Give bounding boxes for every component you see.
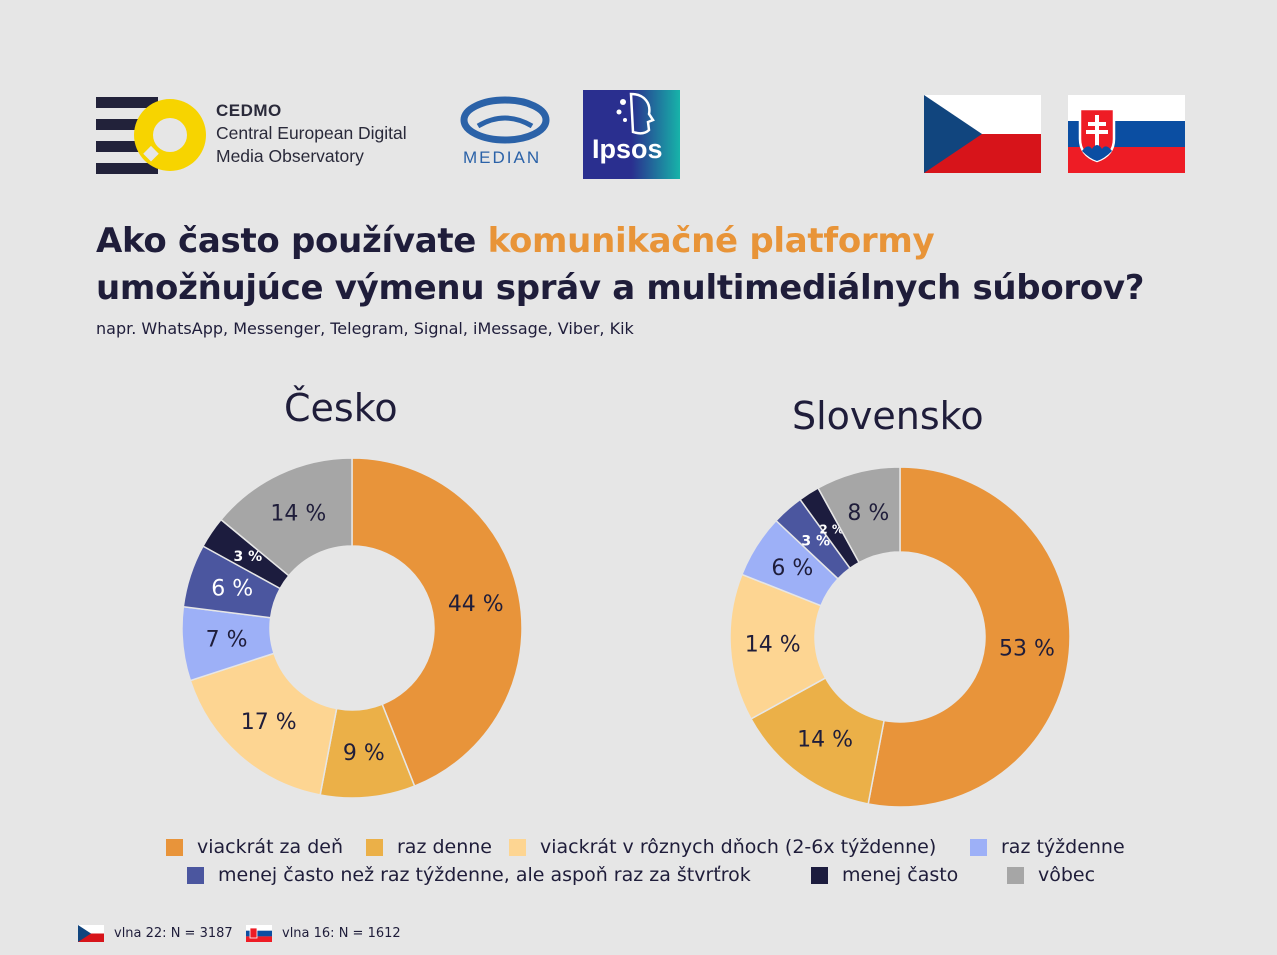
slice-label: 14 % <box>745 633 801 658</box>
legend-swatch <box>187 866 204 884</box>
donut-slice <box>867 466 1071 808</box>
legend-item-raz-tyzdenne: raz týždenne <box>970 836 1125 858</box>
slice-label: 3 % <box>801 533 830 549</box>
cedmo-logo: CEDMO Central European Digital Media Obs… <box>96 95 456 177</box>
slice-label: 7 % <box>206 627 248 652</box>
slovak-flag-icon <box>246 925 272 942</box>
slice-label: 17 % <box>241 710 297 735</box>
donut-slice <box>189 652 338 796</box>
legend-item-menej-casto-nez-raz-tyzdenne: menej často než raz týždenne, ale aspoň … <box>187 864 751 886</box>
legend-label: viackrát v rôznych dňoch (2-6x týždenne) <box>540 836 937 858</box>
footnote-slovakia-text: vlna 16: N = 1612 <box>282 926 401 941</box>
legend-item-viackrat-za-den: viackrát za deň <box>166 836 343 858</box>
czech-flag-icon <box>78 925 104 942</box>
slice-label: 6 % <box>771 556 813 581</box>
legend-swatch <box>166 838 183 856</box>
slovak-flag-icon <box>1068 95 1185 173</box>
czech-flag-icon <box>924 95 1041 173</box>
legend-swatch <box>970 838 987 856</box>
cedmo-brand: CEDMO <box>216 101 282 120</box>
legend-item-menej-casto: menej často <box>811 864 958 886</box>
donut-chart-slovakia: 53 % 14 % 14 % 6 % 3 %2 %8 % <box>729 466 1071 808</box>
title-part1: Ako často používate <box>96 221 488 261</box>
donut-slice <box>219 457 353 577</box>
slice-label: 3 % <box>233 549 262 565</box>
subtitle: napr. WhatsApp, Messenger, Telegram, Sig… <box>96 319 634 338</box>
cedmo-line1: Central European Digital <box>216 123 407 143</box>
legend-label: viackrát za deň <box>197 836 344 858</box>
footnote-slovakia: vlna 16: N = 1612 <box>246 925 401 942</box>
ipsos-wordmark: Ipsos <box>592 134 663 164</box>
donut-slice <box>817 466 901 564</box>
median-mark-icon <box>460 96 550 144</box>
slice-label: 2 % <box>819 522 844 536</box>
legend-item-raz-denne: raz denne <box>366 836 492 858</box>
slice-label: 14 % <box>270 501 326 526</box>
title-highlight: komunikačné platformy <box>487 221 935 261</box>
chart-title-slovakia: Slovensko <box>792 394 984 438</box>
cedmo-line2: Media Observatory <box>216 146 364 166</box>
legend-swatch <box>509 838 526 856</box>
median-wordmark: MEDIAN <box>463 148 542 167</box>
chart-title-czech: Česko <box>284 386 398 430</box>
legend-item-viackrat-v-roznych-dnoch: viackrát v rôznych dňoch (2-6x týždenne) <box>509 836 936 858</box>
ipsos-head-icon <box>616 92 655 135</box>
page-title: Ako často používate komunikačné platform… <box>96 218 1256 312</box>
legend-swatch <box>1007 866 1024 884</box>
title-part2: umožňujúce výmenu správ a multimediálnyc… <box>96 268 1145 308</box>
ipsos-logo: Ipsos <box>583 90 680 179</box>
cedmo-mark-icon <box>96 97 206 174</box>
slice-label: 6 % <box>211 577 253 602</box>
slice-label: 53 % <box>999 636 1055 661</box>
slice-label: 8 % <box>847 501 889 526</box>
legend-label: menej často <box>842 864 959 886</box>
footnote-czech-text: vlna 22: N = 3187 <box>114 926 233 941</box>
slice-label: 9 % <box>343 741 385 766</box>
legend-label: vôbec <box>1038 864 1096 886</box>
legend-item-vobec: vôbec <box>1007 864 1095 886</box>
legend-swatch <box>366 838 383 856</box>
donut-chart-czech: 44 % 9 % 17 % 7 % 6 % 3 % 14 % <box>181 457 523 799</box>
legend-label: raz týždenne <box>1001 836 1125 858</box>
legend-swatch <box>811 866 828 884</box>
footnote-czech: vlna 22: N = 3187 <box>78 925 233 942</box>
legend-label: menej často než raz týždenne, ale aspoň … <box>218 864 751 886</box>
donut-slice <box>351 457 523 788</box>
slice-label: 14 % <box>797 728 853 753</box>
median-logo: MEDIAN <box>458 96 552 172</box>
legend-label: raz denne <box>397 836 492 858</box>
slice-label: 44 % <box>448 592 504 617</box>
